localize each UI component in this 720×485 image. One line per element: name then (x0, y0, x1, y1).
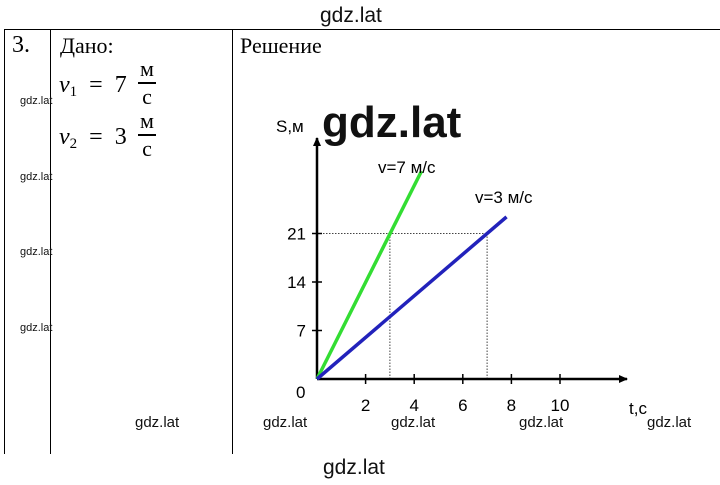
x-tick-label-8: 8 (507, 396, 516, 415)
watermark-top: gdz.lat (320, 4, 382, 27)
watermark-small-1: gdz.lat (20, 95, 53, 107)
y-tick-label-21: 21 (287, 225, 306, 244)
given-v2-unit-num: м (140, 108, 154, 133)
given-v1-unit: м с (138, 58, 156, 108)
given-v2-sub: 2 (69, 136, 78, 152)
series-label-2: v=3 м/с (475, 188, 533, 207)
given-v1-unit-den: с (142, 83, 152, 109)
watermark-row-3: gdz.lat (391, 414, 436, 431)
y-tick-label-7: 7 (297, 322, 306, 341)
watermark-big: gdz.lat (322, 98, 462, 147)
table-top-border (4, 29, 720, 30)
watermark-row-2: gdz.lat (263, 414, 308, 431)
x-axis-label: t,с (629, 399, 647, 418)
column-divider-1 (50, 29, 51, 454)
given-v1-unit-num: м (140, 56, 154, 81)
x-tick-label-10: 10 (551, 396, 570, 415)
table-left-border (4, 29, 5, 454)
y-tick-label-14: 14 (287, 273, 306, 292)
watermark-small-3: gdz.lat (20, 246, 53, 258)
series-label-1: v=7 м/с (378, 158, 436, 177)
column-divider-2 (232, 29, 233, 454)
given-v1-sub: 1 (69, 84, 78, 100)
watermark-bottom: gdz.lat (323, 456, 385, 479)
watermark-small-2: gdz.lat (20, 171, 53, 183)
x-tick-label-6: 6 (458, 396, 467, 415)
watermark-row-5: gdz.lat (647, 414, 692, 431)
given-v1-equals: = (89, 72, 103, 98)
y-axis-label: S,м (276, 117, 304, 136)
series-line-1 (315, 170, 424, 380)
watermark-row-1: gdz.lat (135, 414, 180, 431)
given-v2-symbol: v (59, 124, 70, 150)
given-v1-value: 7 (114, 72, 127, 98)
given-v2-unit: м с (138, 110, 156, 160)
task-number: 3. (12, 32, 30, 58)
given-v2-value: 3 (114, 124, 127, 150)
given-v2: v2 = 3 (59, 124, 127, 153)
x-tick-label-4: 4 (409, 396, 418, 415)
solution-label: Решение (240, 33, 322, 58)
given-label: Дано: (60, 33, 114, 58)
origin-label: 0 (296, 383, 305, 402)
given-v1: v1 = 7 (59, 72, 127, 101)
series-line-2 (315, 215, 508, 381)
given-v2-unit-den: с (142, 135, 152, 161)
watermark-small-4: gdz.lat (20, 322, 53, 334)
watermark-row-4: gdz.lat (519, 414, 564, 431)
given-v2-equals: = (89, 124, 103, 150)
given-v1-symbol: v (59, 72, 70, 98)
x-tick-label-2: 2 (361, 396, 370, 415)
